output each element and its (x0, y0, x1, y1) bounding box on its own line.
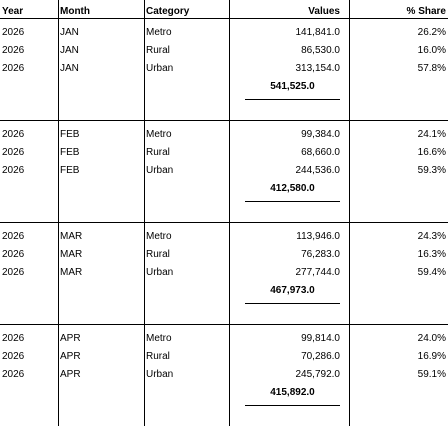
cell-share[interactable]: 24.0% (417, 333, 446, 344)
cell-year[interactable]: 2026 (2, 27, 25, 38)
cell-year[interactable]: 2026 (2, 369, 25, 380)
cell-month[interactable]: FEB (60, 129, 80, 140)
cell-value[interactable]: 113,946.0 (296, 231, 340, 242)
cell-share[interactable]: 24.1% (417, 129, 446, 140)
cell-month[interactable]: FEB (60, 147, 80, 158)
cell-category[interactable]: Metro (146, 333, 172, 344)
cell-month[interactable]: FEB (60, 165, 80, 176)
cell-year[interactable]: 2026 (2, 45, 25, 56)
total-underline (245, 201, 340, 202)
cell-value[interactable]: 86,530.0 (301, 45, 340, 56)
group-border (0, 222, 448, 223)
cell-month[interactable]: APR (60, 333, 81, 344)
cell-month[interactable]: MAR (60, 231, 83, 242)
cell-value[interactable]: 277,744.0 (295, 267, 341, 278)
cell-year[interactable]: 2026 (2, 63, 25, 74)
cell-share[interactable]: 16.6% (417, 147, 446, 158)
header-values[interactable]: Values (308, 6, 340, 17)
cell-year[interactable]: 2026 (2, 129, 25, 140)
cell-share[interactable]: 16.0% (417, 45, 446, 56)
column-border-month (58, 0, 59, 426)
cell-value[interactable]: 68,660.0 (301, 147, 340, 158)
cell-month[interactable]: MAR (60, 249, 83, 260)
group-border (0, 324, 448, 325)
cell-category[interactable]: Rural (146, 351, 170, 362)
cell-year[interactable]: 2026 (2, 333, 25, 344)
cell-share[interactable]: 59.1% (417, 369, 446, 380)
column-border-share (349, 0, 350, 426)
cell-year[interactable]: 2026 (2, 231, 25, 242)
cell-month[interactable]: MAR (60, 267, 83, 278)
header-share[interactable]: % Share (406, 6, 446, 17)
cell-year[interactable]: 2026 (2, 165, 25, 176)
cell-share[interactable]: 59.4% (417, 267, 446, 278)
header-bottom-border (0, 18, 448, 19)
header-category[interactable]: Category (146, 6, 190, 17)
cell-category[interactable]: Metro (146, 129, 172, 140)
cell-category[interactable]: Urban (146, 369, 174, 380)
cell-value[interactable]: 313,154.0 (295, 63, 341, 74)
cell-year[interactable]: 2026 (2, 267, 25, 278)
header-month[interactable]: Month (60, 6, 90, 17)
cell-total[interactable]: 415,892.0 (270, 387, 315, 398)
column-border-category (144, 0, 145, 426)
cell-month[interactable]: APR (60, 369, 81, 380)
total-underline (245, 303, 340, 304)
cell-share[interactable]: 24.3% (417, 231, 446, 242)
cell-category[interactable]: Urban (146, 63, 174, 74)
cell-value[interactable]: 70,286.0 (301, 351, 340, 362)
total-underline (245, 99, 340, 100)
cell-total[interactable]: 467,973.0 (270, 285, 315, 296)
cell-year[interactable]: 2026 (2, 351, 25, 362)
cell-total[interactable]: 541,525.0 (270, 81, 315, 92)
cell-share[interactable]: 16.3% (417, 249, 446, 260)
cell-category[interactable]: Rural (146, 249, 170, 260)
cell-year[interactable]: 2026 (2, 147, 25, 158)
cell-value[interactable]: 141,841.0 (295, 27, 341, 38)
cell-share[interactable]: 26.2% (417, 27, 446, 38)
cell-value[interactable]: 244,536.0 (295, 165, 341, 176)
cell-category[interactable]: Urban (146, 165, 174, 176)
cell-value[interactable]: 99,384.0 (301, 129, 340, 140)
cell-share[interactable]: 59.3% (417, 165, 446, 176)
cell-category[interactable]: Rural (146, 147, 170, 158)
cell-total[interactable]: 412,580.0 (270, 183, 315, 194)
group-border (0, 120, 448, 121)
cell-value[interactable]: 76,283.0 (301, 249, 340, 260)
cell-category[interactable]: Urban (146, 267, 174, 278)
cell-share[interactable]: 57.8% (417, 63, 446, 74)
cell-share[interactable]: 16.9% (417, 351, 446, 362)
cell-year[interactable]: 2026 (2, 249, 25, 260)
cell-value[interactable]: 99,814.0 (301, 333, 340, 344)
cell-category[interactable]: Rural (146, 45, 170, 56)
total-underline (245, 405, 340, 406)
cell-month[interactable]: JAN (60, 45, 79, 56)
cell-value[interactable]: 245,792.0 (295, 369, 341, 380)
cell-category[interactable]: Metro (146, 231, 172, 242)
cell-category[interactable]: Metro (146, 27, 172, 38)
header-year[interactable]: Year (2, 6, 24, 17)
column-border-values (229, 0, 230, 426)
cell-month[interactable]: APR (60, 351, 81, 362)
cell-month[interactable]: JAN (60, 63, 79, 74)
cell-month[interactable]: JAN (60, 27, 79, 38)
